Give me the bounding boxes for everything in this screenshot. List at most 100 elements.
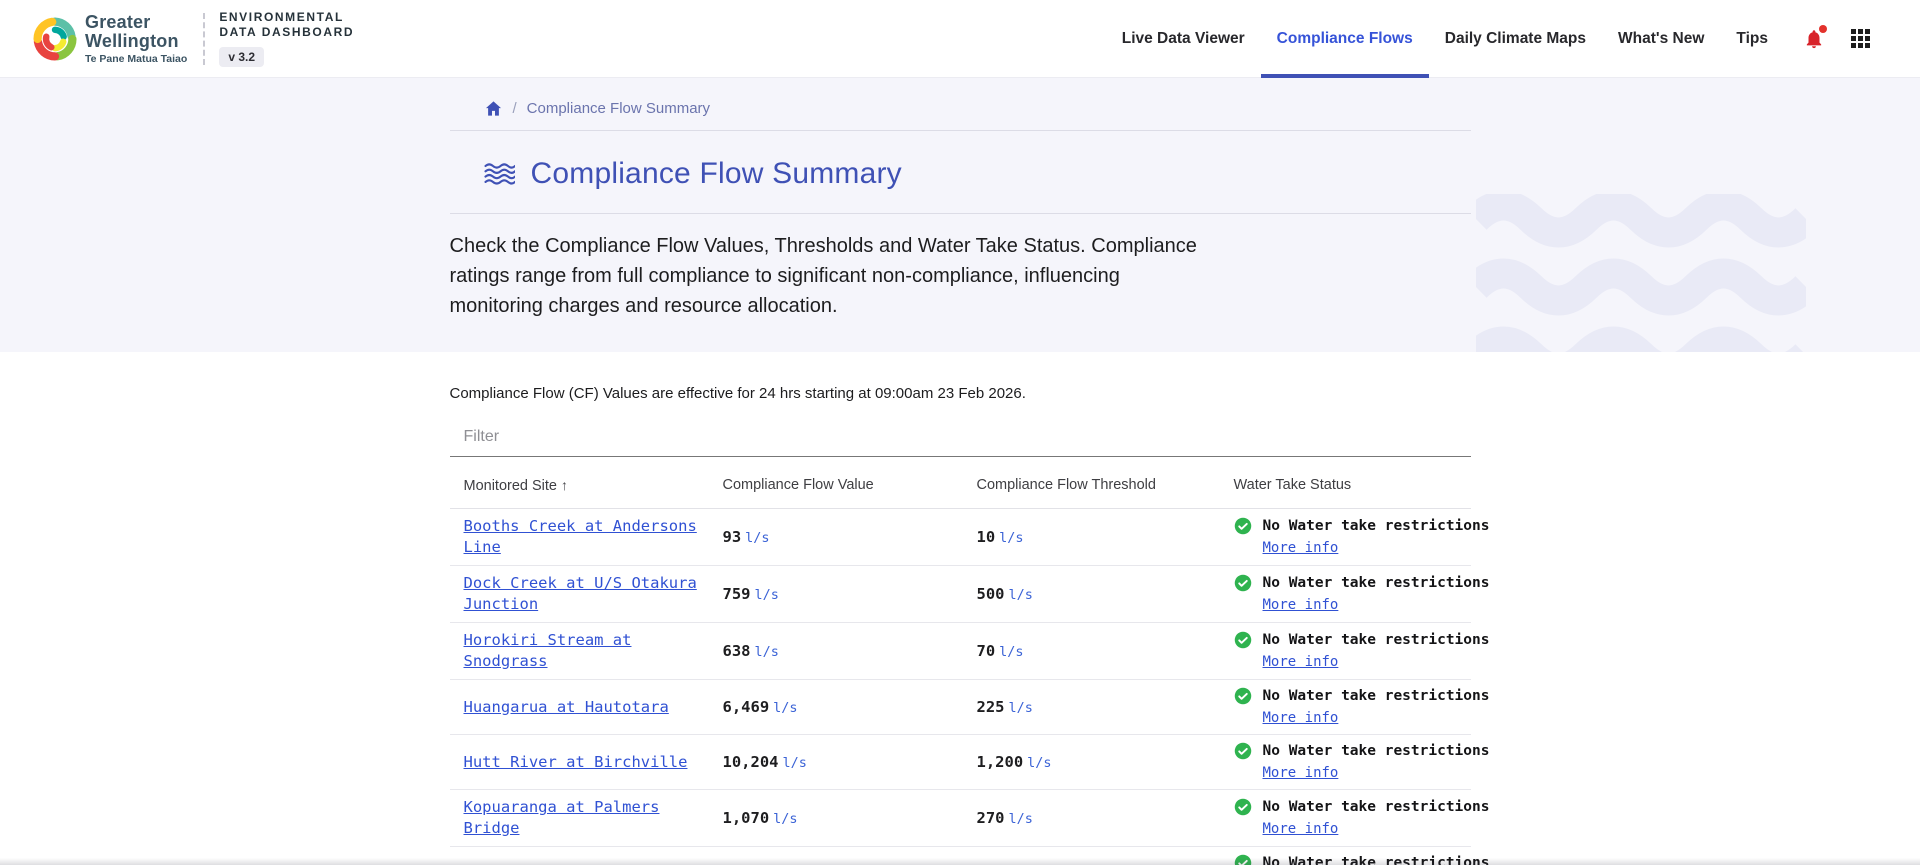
filter-field	[449, 428, 1471, 457]
flow-value-cell: 759 l/s	[709, 585, 963, 604]
bell-icon	[1806, 29, 1822, 48]
app-header: Greater Wellington Te Pane Matua Taiao E…	[0, 0, 1920, 78]
site-link[interactable]: Hutt River at Birchville	[463, 752, 688, 771]
col-flow-threshold[interactable]: Compliance Flow Threshold	[976, 477, 1156, 493]
site-cell: Hutt River at Birchville	[450, 752, 709, 773]
flow-threshold-cell: 70 l/s	[963, 642, 1220, 661]
status-cell: No Water take restrictions More info	[1220, 631, 1489, 671]
table-row: Horokiri Stream at Snodgrass 638 l/s 70 l/…	[449, 623, 1489, 680]
flow-value: 638	[722, 641, 751, 660]
notifications-button[interactable]	[1798, 23, 1830, 55]
logo-tagline: Te Pane Matua Taiao	[85, 52, 188, 65]
flow-value: 93	[722, 527, 742, 546]
status-text: No Water take restrictions	[1262, 632, 1490, 648]
main-content: Compliance Flow (CF) Values are effectiv…	[0, 352, 1920, 865]
flow-value: 1,070	[722, 808, 770, 827]
flow-value: 10,204	[722, 752, 779, 771]
table-row: Dock Creek at U/S Otakura Junction 759 l/…	[449, 566, 1489, 623]
site-link[interactable]: Dock Creek at U/S Otakura Junction	[463, 574, 697, 613]
greater-wellington-logo-icon	[33, 16, 77, 61]
waves-icon	[483, 163, 515, 185]
status-text: No Water take restrictions	[1263, 855, 1490, 865]
nav-compliance-flows[interactable]: Compliance Flows	[1260, 0, 1429, 78]
flow-threshold: 1,200	[976, 752, 1024, 771]
site-link[interactable]: Kopuaranga at Palmers Bridge	[463, 798, 660, 837]
site-cell: Horokiri Stream at Snodgrass	[450, 630, 709, 672]
status-cell: No Water take restrictions More info	[1220, 742, 1489, 782]
site-cell: Huangarua at Hautotara	[450, 697, 709, 718]
unit-label: l/s	[1008, 699, 1033, 716]
main-nav: Live Data Viewer Compliance Flows Daily …	[1106, 0, 1876, 78]
unit-label: l/s	[1027, 754, 1052, 771]
breadcrumb-separator: /	[512, 100, 517, 117]
status-text: No Water take restrictions	[1262, 743, 1490, 759]
app-title: ENVIRONMENTAL DATA DASHBOARD v 3.2	[219, 10, 354, 67]
page-description: Check the Compliance Flow Values, Thresh…	[449, 235, 1197, 317]
site-cell: Dock Creek at U/S Otakura Junction	[450, 573, 709, 615]
nav-live-data-viewer[interactable]: Live Data Viewer	[1121, 29, 1245, 47]
home-icon[interactable]	[484, 99, 503, 118]
brand-block: Greater Wellington Te Pane Matua Taiao E…	[33, 10, 354, 67]
col-water-take-status[interactable]: Water Take Status	[1233, 477, 1352, 493]
effective-note: Compliance Flow (CF) Values are effectiv…	[449, 385, 1026, 402]
more-info-link[interactable]: More info	[1262, 765, 1339, 781]
more-info-link[interactable]: More info	[1262, 540, 1339, 556]
compliance-table: Monitored Site ↑ Compliance Flow Value Co…	[449, 457, 1489, 865]
unit-label: l/s	[1008, 586, 1033, 603]
flow-value-cell: 93 l/s	[709, 528, 963, 547]
flow-threshold-cell: 1,200 l/s	[963, 753, 1220, 772]
sort-ascending-icon: ↑	[561, 477, 568, 493]
unit-label: l/s	[754, 586, 779, 603]
col-flow-value[interactable]: Compliance Flow Value	[722, 477, 874, 493]
decorative-waves	[1476, 194, 1806, 352]
hero-section: / Compliance Flow Summary Compliance Flo…	[0, 78, 1920, 352]
nav-daily-climate-maps[interactable]: Daily Climate Maps	[1444, 29, 1587, 47]
more-info-link[interactable]: More info	[1262, 597, 1339, 613]
check-circle-icon	[1234, 517, 1252, 535]
site-cell: Booths Creek at Andersons Line	[450, 516, 709, 558]
check-circle-icon	[1234, 798, 1252, 816]
more-info-link[interactable]: More info	[1262, 821, 1339, 837]
col-monitored-site[interactable]: Monitored Site ↑	[450, 477, 709, 494]
app-title-line1: ENVIRONMENTAL	[219, 10, 344, 24]
status-cell: No Water take restrictions More info	[1220, 687, 1489, 727]
table-row: Booths Creek at Andersons Line 93 l/s 10 l…	[449, 509, 1489, 566]
check-circle-icon	[1234, 631, 1252, 649]
status-cell: No Water take restrictions More info	[1220, 854, 1489, 865]
nav-tips[interactable]: Tips	[1736, 29, 1768, 47]
unit-label: l/s	[999, 643, 1024, 660]
apps-menu-button[interactable]	[1844, 23, 1876, 55]
site-link[interactable]: Horokiri Stream at Snodgrass	[463, 631, 632, 670]
more-info-link[interactable]: More info	[1262, 654, 1339, 670]
status-text: No Water take restrictions	[1262, 799, 1490, 815]
unit-label: l/s	[773, 810, 798, 827]
breadcrumb-current: Compliance Flow Summary	[526, 100, 711, 117]
check-circle-icon	[1234, 574, 1252, 592]
status-cell: No Water take restrictions More info	[1220, 574, 1489, 614]
unit-label: l/s	[999, 529, 1024, 546]
more-info-link[interactable]: More info	[1262, 710, 1339, 726]
nav-whats-new[interactable]: What's New	[1618, 29, 1705, 47]
site-link[interactable]: Huangarua at Hautotara	[463, 697, 669, 716]
site-cell: Kopuaranga at Palmers Bridge	[450, 797, 709, 839]
logo-wordmark: Greater Wellington Te Pane Matua Taiao	[85, 11, 188, 65]
table-header-row: Monitored Site ↑ Compliance Flow Value Co…	[449, 457, 1471, 509]
flow-threshold-cell: 10 l/s	[963, 528, 1220, 547]
flow-threshold: 270	[976, 808, 1005, 827]
version-badge: v 3.2	[219, 47, 265, 67]
check-circle-icon	[1234, 742, 1252, 760]
flow-threshold-cell: 500 l/s	[963, 585, 1220, 604]
filter-input[interactable]	[449, 428, 1471, 446]
logo-line1: Greater	[85, 11, 151, 32]
unit-label: l/s	[745, 529, 770, 546]
status-cell: No Water take restrictions More info	[1220, 517, 1489, 557]
table-row: Huangarua at Hautotara 6,469 l/s 225 l/s N…	[449, 680, 1489, 735]
breadcrumb: / Compliance Flow Summary	[449, 78, 1471, 131]
col-monitored-site-label: Monitored Site	[463, 478, 558, 494]
flow-threshold-cell: 225 l/s	[963, 698, 1220, 717]
flow-threshold: 70	[976, 641, 996, 660]
flow-threshold-cell: 270 l/s	[963, 809, 1220, 828]
grid-apps-icon	[1850, 29, 1870, 48]
site-link[interactable]: Booths Creek at Andersons Line	[463, 517, 697, 556]
table-row: Kopuaranga at Palmers Bridge 1,070 l/s 27…	[449, 790, 1489, 847]
